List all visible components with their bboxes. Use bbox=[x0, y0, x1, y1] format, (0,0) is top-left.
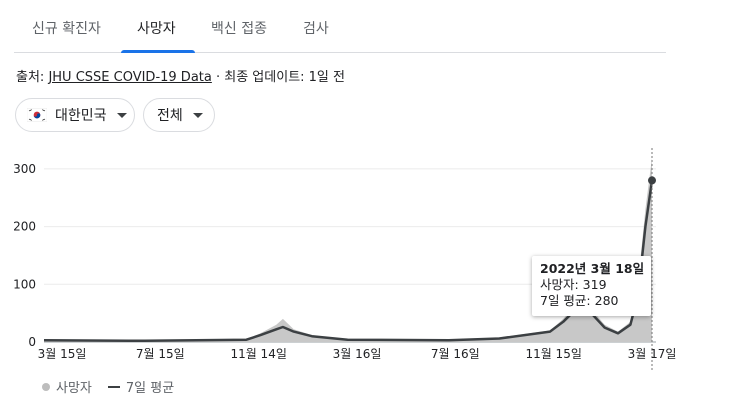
deaths-chart[interactable]: 0 100 200 300 3월 15일 7월 15일 11월 14일 3월 16일 7월 1… bbox=[0, 140, 680, 370]
y-tick-label: 0 bbox=[28, 335, 36, 349]
south-korea-flag-icon bbox=[27, 108, 47, 122]
x-tick-label: 3월 15일 bbox=[38, 347, 87, 361]
scope-label: 전체 bbox=[157, 108, 183, 124]
daily-deaths-area bbox=[44, 157, 652, 342]
tab-deaths[interactable]: 사망자 bbox=[137, 21, 176, 37]
y-tick-label: 100 bbox=[13, 277, 36, 291]
chart-tooltip: 2022년 3월 18일 사망자: 319 7일 평균: 280 bbox=[532, 256, 651, 316]
x-axis-ticks: 3월 15일 7월 15일 11월 14일 3월 16일 7월 16일 11월 15일 3월… bbox=[38, 347, 677, 361]
x-tick-label: 7월 16일 bbox=[431, 347, 480, 361]
chevron-down-icon bbox=[116, 112, 127, 118]
y-tick-label: 300 bbox=[13, 162, 36, 176]
source-line: 출처: JHU CSSE COVID-19 Data · 최종 업데이트: 1일… bbox=[16, 66, 345, 85]
x-tick-label: 11월 15일 bbox=[525, 347, 581, 361]
x-tick-label: 11월 14일 bbox=[230, 347, 286, 361]
tab-new-cases[interactable]: 신규 확진자 bbox=[32, 21, 101, 37]
tab-vaccinations[interactable]: 백신 접종 bbox=[211, 21, 267, 37]
country-dropdown[interactable]: 대한민국 bbox=[15, 98, 135, 132]
y-tick-label: 200 bbox=[13, 220, 36, 234]
source-link[interactable]: JHU CSSE COVID-19 Data bbox=[48, 70, 212, 85]
country-label: 대한민국 bbox=[55, 108, 107, 124]
tab-bar: 신규 확진자 사망자 백신 접종 검사 bbox=[14, 0, 666, 53]
scope-dropdown[interactable]: 전체 bbox=[143, 98, 215, 132]
hover-point-marker bbox=[648, 176, 656, 185]
x-tick-label: 3월 16일 bbox=[333, 347, 382, 361]
tooltip-date: 2022년 3월 18일 bbox=[540, 261, 645, 276]
y-axis-ticks: 0 100 200 300 bbox=[13, 162, 36, 349]
chart-legend: 사망자 7일 평균 bbox=[42, 377, 174, 396]
last-updated: · 최종 업데이트: 1일 전 bbox=[211, 70, 345, 85]
source-prefix: 출처: bbox=[16, 70, 49, 85]
tooltip-deaths: 사망자: 319 bbox=[540, 277, 607, 292]
seven-day-average-line bbox=[43, 180, 654, 343]
legend-dot-icon bbox=[42, 382, 50, 391]
tab-tests[interactable]: 검사 bbox=[303, 21, 329, 37]
tooltip-average: 7일 평균: 280 bbox=[540, 293, 619, 308]
legend-average-label: 7일 평균 bbox=[125, 381, 175, 396]
legend-daily-label: 사망자 bbox=[56, 381, 92, 396]
legend-line-icon bbox=[107, 385, 120, 388]
x-tick-label: 7월 15일 bbox=[136, 347, 185, 361]
x-tick-label: 3월 17일 bbox=[628, 347, 677, 361]
chevron-down-icon bbox=[192, 112, 203, 118]
active-tab-indicator bbox=[121, 50, 195, 53]
